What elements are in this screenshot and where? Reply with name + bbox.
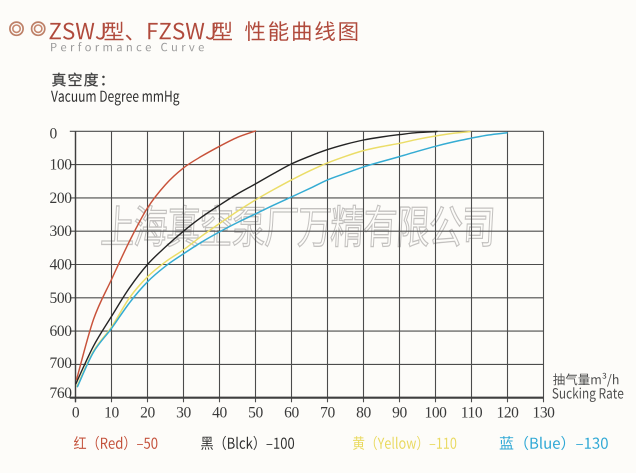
svg-text:10: 10 [104, 405, 119, 422]
svg-text:100: 100 [424, 405, 447, 422]
svg-text:0: 0 [50, 126, 58, 143]
svg-text:400: 400 [50, 257, 73, 274]
svg-text:110: 110 [461, 405, 483, 422]
svg-text:200: 200 [50, 190, 73, 207]
svg-text:130: 130 [532, 405, 555, 422]
svg-text:0: 0 [72, 405, 80, 422]
svg-text:70: 70 [320, 405, 335, 422]
svg-text:300: 300 [50, 223, 73, 240]
svg-text:500: 500 [50, 290, 73, 307]
svg-text:100: 100 [50, 157, 73, 174]
svg-text:760: 760 [50, 385, 73, 402]
svg-text:700: 700 [50, 355, 73, 372]
svg-text:60: 60 [284, 405, 299, 422]
svg-text:80: 80 [356, 405, 371, 422]
svg-text:40: 40 [212, 405, 227, 422]
svg-text:30: 30 [176, 405, 191, 422]
svg-text:90: 90 [392, 405, 407, 422]
svg-text:20: 20 [140, 405, 155, 422]
svg-text:600: 600 [50, 323, 73, 340]
svg-text:50: 50 [248, 405, 263, 422]
svg-text:120: 120 [496, 405, 519, 422]
